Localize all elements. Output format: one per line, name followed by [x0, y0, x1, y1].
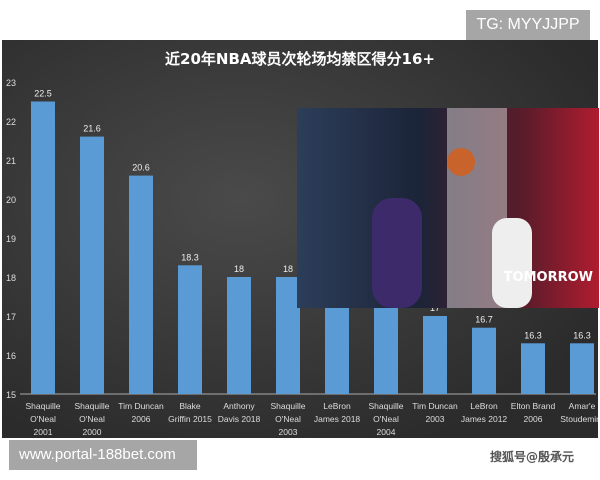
data-label: 17: [430, 303, 440, 313]
x-tick-label: Tim Duncan: [118, 401, 164, 411]
y-tick-label: 17: [6, 312, 16, 322]
x-tick-label: 2006: [524, 414, 543, 424]
x-tick-label: Tim Duncan: [412, 401, 458, 411]
sohu-watermark: 搜狐号@殷承元: [490, 450, 575, 464]
bar: [276, 277, 300, 394]
y-tick-label: 19: [6, 234, 16, 244]
tg-watermark: TG: MYYJJPP: [466, 10, 590, 40]
bar: [374, 304, 398, 394]
x-tick-label: Stoudemire: [560, 414, 598, 424]
x-tick-label: Amar'e: [569, 401, 596, 411]
x-tick-label: 2004: [377, 427, 396, 437]
url-watermark: www.portal-188bet.com: [9, 440, 197, 470]
data-label: 16.3: [573, 330, 591, 340]
x-tick-label: O'Neal: [373, 414, 399, 424]
x-tick-label: Shaquille: [26, 401, 61, 411]
y-tick-label: 20: [6, 195, 16, 205]
data-label: 16.7: [475, 315, 493, 325]
x-tick-label: Shaquille: [369, 401, 404, 411]
x-tick-label: 2003: [279, 427, 298, 437]
data-label: 16.3: [524, 330, 542, 340]
x-tick-label: Shaquille: [75, 401, 110, 411]
bar: [570, 343, 594, 394]
bar: [325, 296, 349, 394]
data-label: 20.6: [132, 163, 150, 173]
bar: [227, 277, 251, 394]
data-label: 18: [283, 264, 293, 274]
y-tick-label: 23: [6, 78, 16, 88]
x-tick-label: 2000: [83, 427, 102, 437]
x-tick-label: O'Neal: [275, 414, 301, 424]
x-tick-label: O'Neal: [30, 414, 56, 424]
x-tick-label: 2001: [34, 427, 53, 437]
x-tick-label: Davis 2018: [218, 414, 261, 424]
x-tick-label: 2003: [426, 414, 445, 424]
x-tick-label: James 2012: [461, 414, 508, 424]
x-tick-label: 2006: [132, 414, 151, 424]
x-tick-label: Anthony: [223, 401, 255, 411]
chart-panel: 近20年NBA球员次轮场均禁区得分16+ 15 16 17 18 19 20 21 22 23 2…: [2, 40, 599, 438]
x-tick-label: Griffin 2015: [168, 414, 212, 424]
y-tick-label: 16: [6, 351, 16, 361]
data-label: 18: [234, 264, 244, 274]
x-tick-label: O'Neal: [79, 414, 105, 424]
bar: [472, 327, 496, 394]
data-label: 21.6: [83, 124, 101, 134]
data-label: 22.5: [34, 89, 52, 99]
y-tick-label: 22: [6, 117, 16, 127]
basketball-photo: TOMORROW: [297, 108, 599, 308]
bar: [423, 316, 447, 394]
bar: [80, 136, 104, 394]
data-label: 18.3: [181, 252, 199, 262]
x-tick-label: Blake: [179, 401, 201, 411]
x-tick-label: LeBron: [470, 401, 498, 411]
bar: [31, 101, 55, 394]
y-tick-label: 21: [6, 156, 16, 166]
x-tick-label: LeBron: [323, 401, 351, 411]
bar: [178, 265, 202, 394]
y-tick-label: 15: [6, 390, 16, 400]
x-tick-label: Elton Brand: [511, 401, 556, 411]
chart-title: 近20年NBA球员次轮场均禁区得分16+: [165, 50, 435, 68]
x-tick-label: Shaquille: [271, 401, 306, 411]
photo-banner-text: TOMORROW: [503, 270, 593, 285]
bar: [129, 175, 153, 394]
bar: [521, 343, 545, 394]
x-tick-label: James 2018: [314, 414, 361, 424]
y-tick-label: 18: [6, 273, 16, 283]
